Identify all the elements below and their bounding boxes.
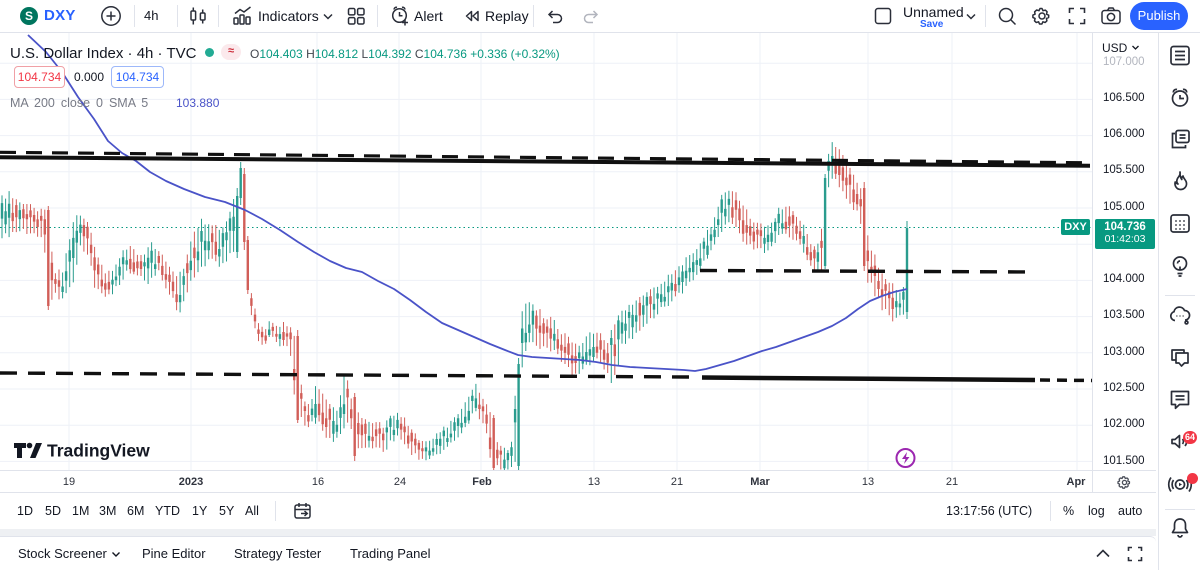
svg-text:TradingView: TradingView	[47, 441, 150, 461]
